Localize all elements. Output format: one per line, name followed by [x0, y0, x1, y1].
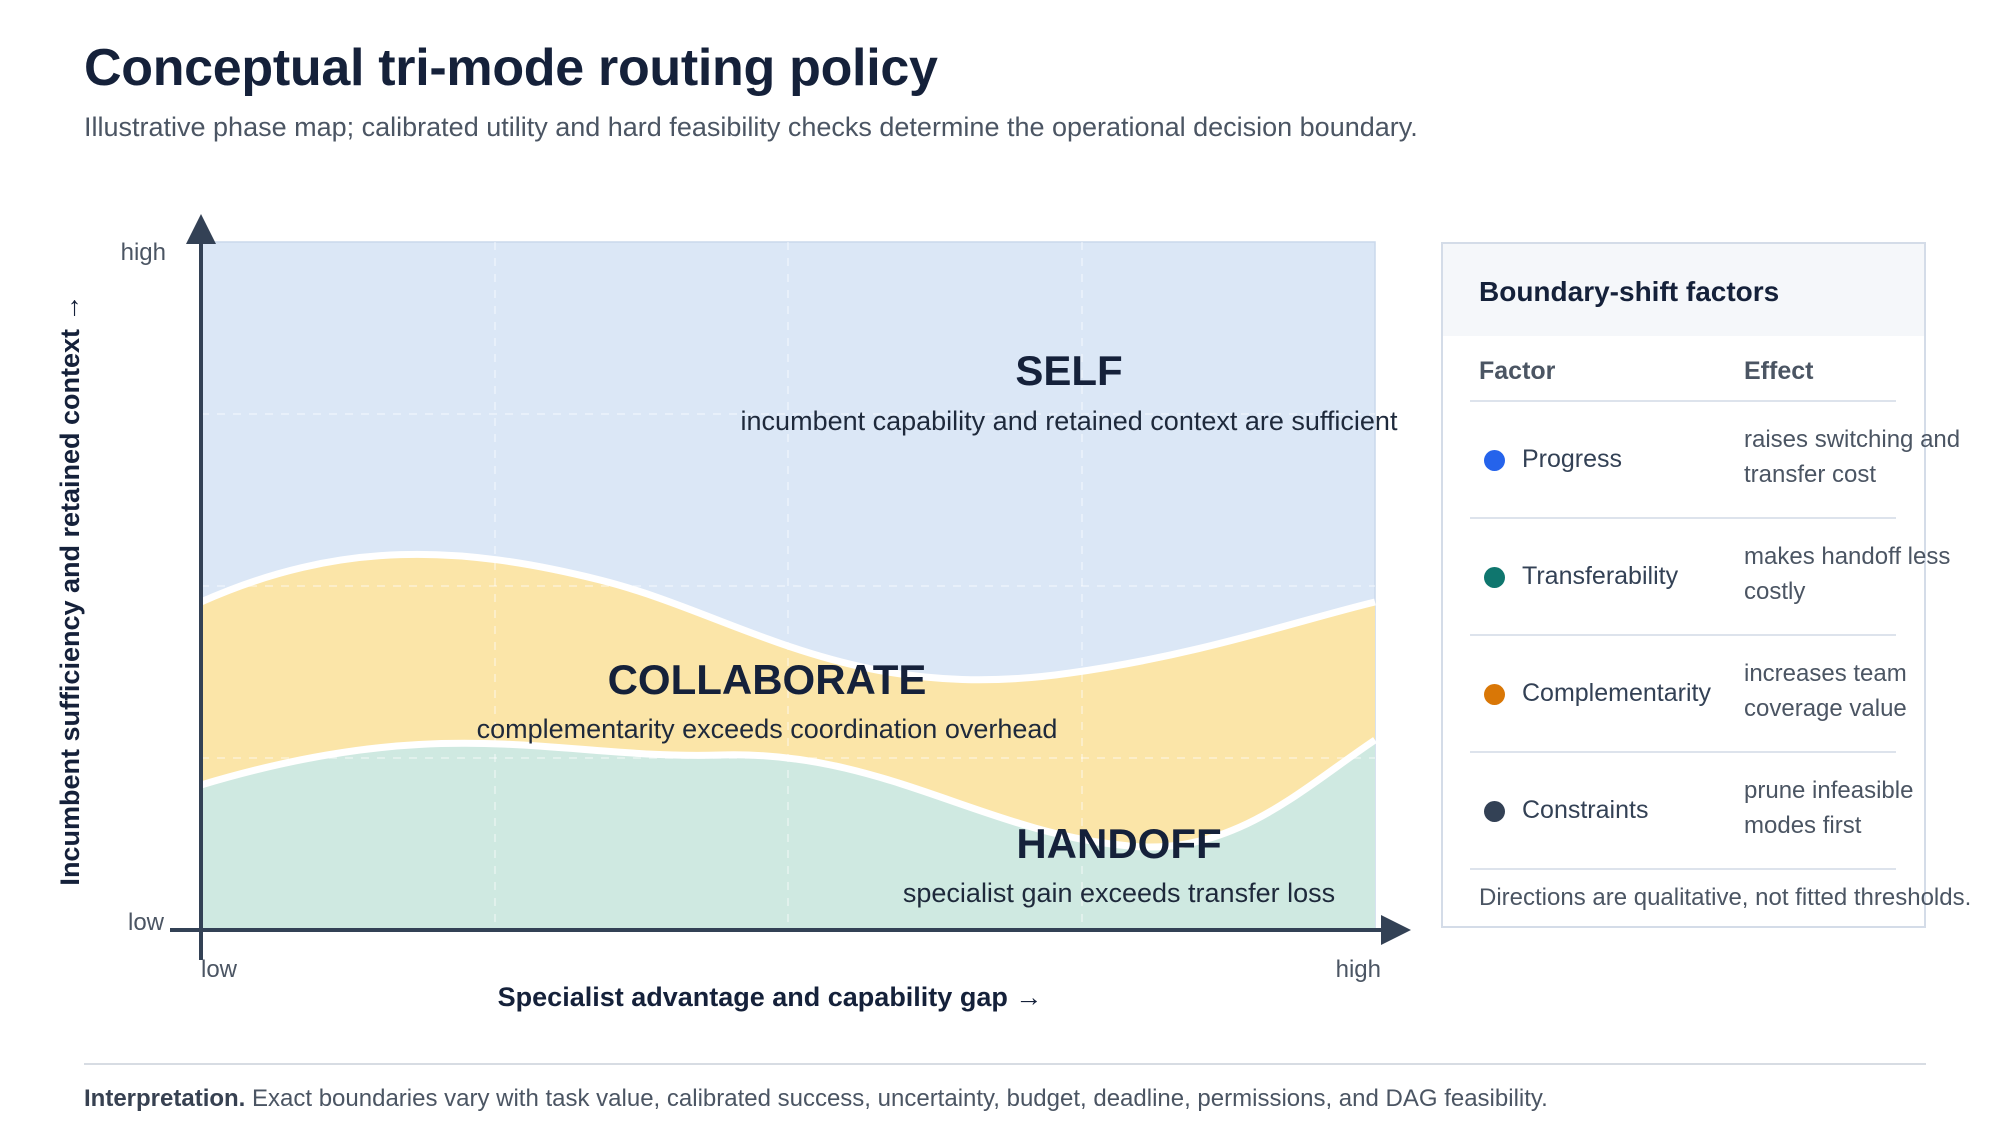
x-low-label: low: [201, 956, 238, 983]
row-rule: [1470, 517, 1896, 519]
factor-row-transferability: Transferability makes handoff less costl…: [1470, 519, 1950, 636]
factor-effect: increases team coverage value: [1744, 660, 1907, 722]
factor-name: Constraints: [1522, 796, 1649, 824]
footer-text: Exact boundaries vary with task value, c…: [252, 1085, 1548, 1112]
factor-row-complementarity: Complementarity increases team coverage …: [1470, 636, 1907, 753]
collaborate-handoff-boundary: [199, 737, 1377, 851]
self-description: incumbent capability and retained contex…: [741, 406, 1398, 436]
collaborate-description: complementarity exceeds coordination ove…: [477, 714, 1058, 744]
factor-name: Transferability: [1522, 562, 1679, 590]
self-collaborate-boundary: [199, 550, 1376, 684]
factor-name: Complementarity: [1522, 679, 1711, 707]
panel-note: Directions are qualitative, not fitted t…: [1479, 884, 1972, 911]
x-axis-title: Specialist advantage and capability gap …: [498, 982, 1043, 1012]
constraints-dot-icon: [1484, 801, 1505, 822]
y-low-label: low: [128, 909, 165, 936]
complementarity-dot-icon: [1484, 684, 1505, 705]
collaborate-label: COLLABORATE: [608, 656, 927, 703]
row-rule: [1470, 868, 1896, 870]
header-rule: [1470, 400, 1896, 402]
interpretation-footer: Interpretation. Exact boundaries vary wi…: [84, 1085, 1548, 1113]
row-rule: [1470, 751, 1896, 753]
factor-effect: raises switching and transfer cost: [1744, 426, 1961, 488]
x-axis-arrow: [1381, 915, 1411, 945]
panel-title: Boundary-shift factors: [1479, 276, 1780, 307]
footer-divider: [84, 1063, 1926, 1065]
factor-row-constraints: Constraints prune infeasible modes first: [1470, 753, 1913, 870]
y-axis-arrow: [186, 214, 216, 244]
page-title: Conceptual tri-mode routing policy: [84, 39, 938, 97]
y-axis-title: Incumbent sufficiency and retained conte…: [55, 294, 85, 885]
transferability-dot-icon: [1484, 567, 1505, 588]
grid-lines: [201, 242, 1375, 930]
self-label: SELF: [1015, 347, 1122, 394]
handoff-description: specialist gain exceeds transfer loss: [903, 878, 1335, 908]
phase-map: high low low high Specialist advantage a…: [55, 214, 1411, 1012]
progress-dot-icon: [1484, 450, 1505, 471]
footer-label: Interpretation.: [84, 1085, 246, 1112]
handoff-label: HANDOFF: [1016, 820, 1221, 867]
factor-column-header: Factor: [1479, 357, 1556, 385]
factor-effect: prune infeasible modes first: [1744, 777, 1914, 839]
y-high-label: high: [121, 239, 166, 266]
panel-header: Boundary-shift factors: [1443, 244, 1924, 336]
effect-column-header: Effect: [1744, 357, 1814, 385]
x-high-label: high: [1336, 956, 1381, 983]
row-rule: [1470, 634, 1896, 636]
factor-row-progress: Progress raises switching and transfer c…: [1470, 402, 1960, 519]
page-subtitle: Illustrative phase map; calibrated utili…: [84, 112, 1418, 142]
boundary-shift-factors-panel: Boundary-shift factors: [1441, 242, 1926, 928]
factor-name: Progress: [1522, 445, 1623, 473]
factor-effect: makes handoff less costly: [1744, 543, 1951, 605]
